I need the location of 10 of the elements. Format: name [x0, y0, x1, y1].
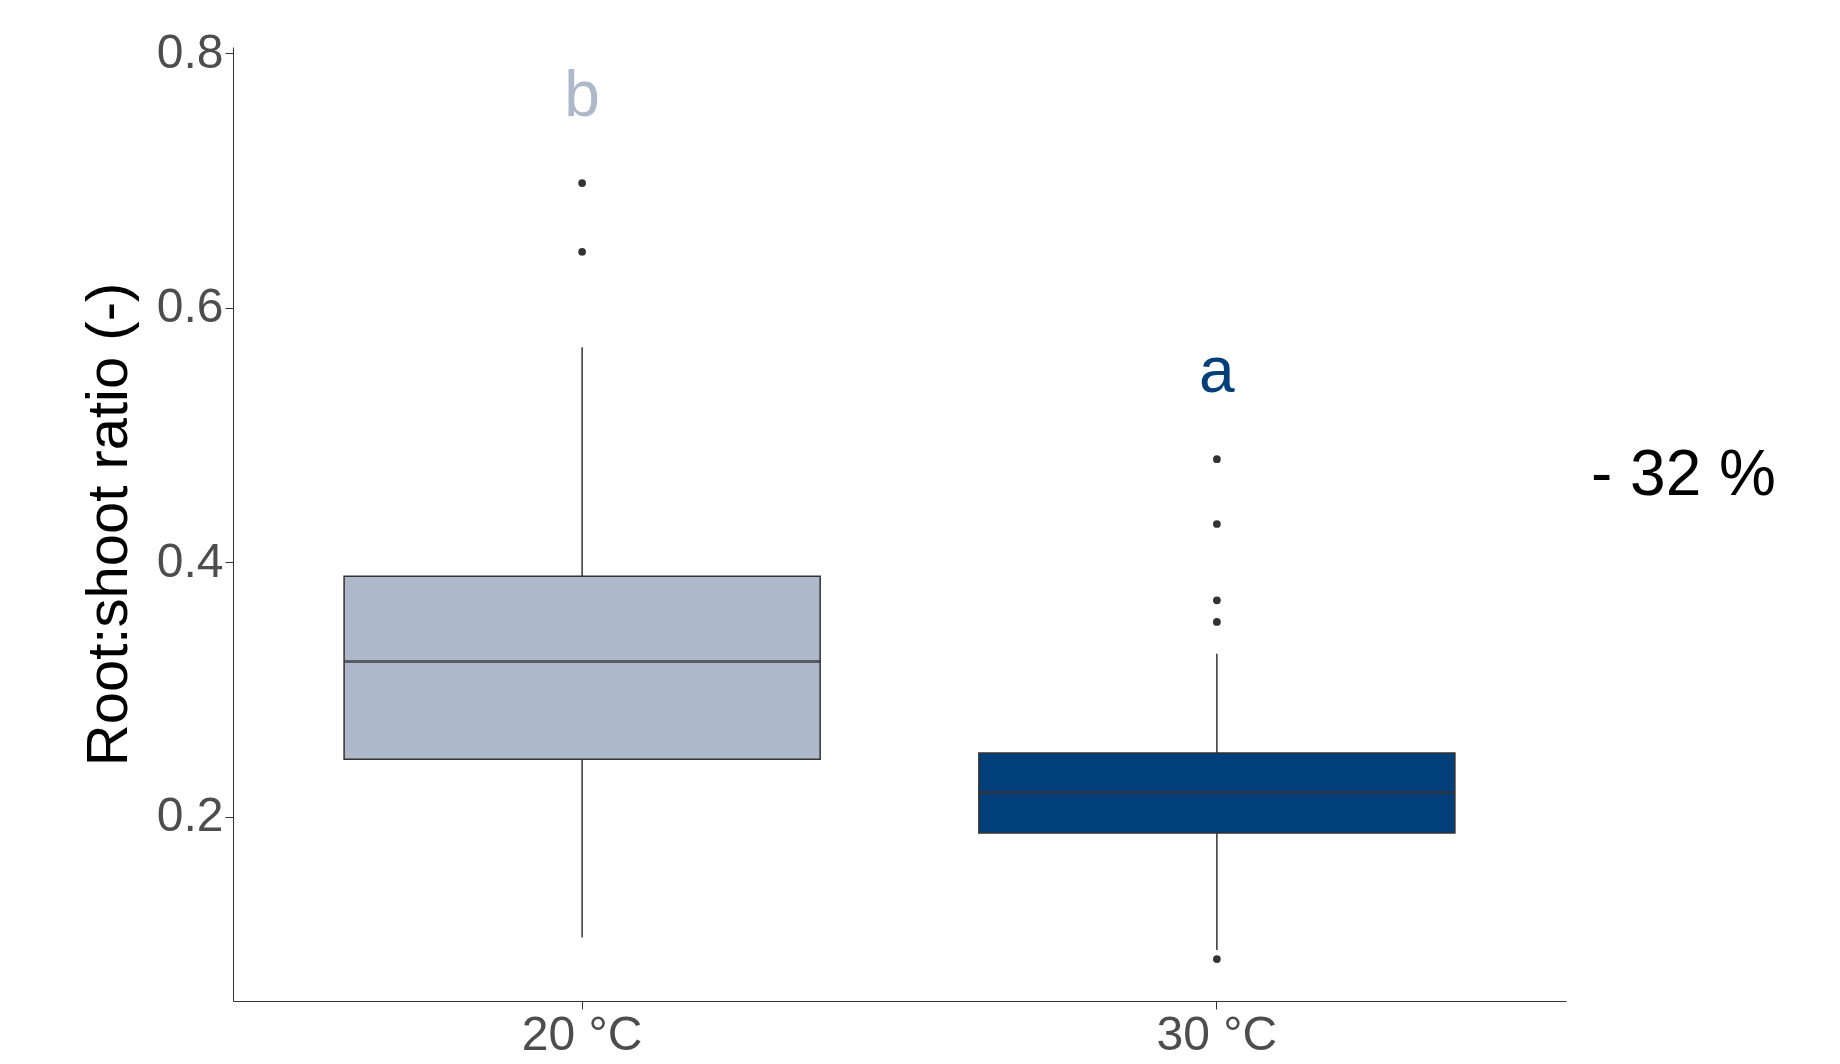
annotation: b — [564, 58, 600, 131]
y-tick-label: 0.6 — [156, 279, 224, 333]
y-tick-label: 0.2 — [156, 788, 224, 842]
text: - 32 % — [1591, 437, 1776, 510]
y-tick-label: 0.8 — [156, 24, 224, 78]
y-tick-label: 0.4 — [156, 533, 224, 587]
annotation: a — [1199, 334, 1236, 407]
y-axis-title: Root:shoot ratio (-) — [73, 282, 139, 767]
x-tick-label: 30 °C — [1156, 1006, 1278, 1060]
x-tick-label: 20 °C — [521, 1006, 643, 1060]
